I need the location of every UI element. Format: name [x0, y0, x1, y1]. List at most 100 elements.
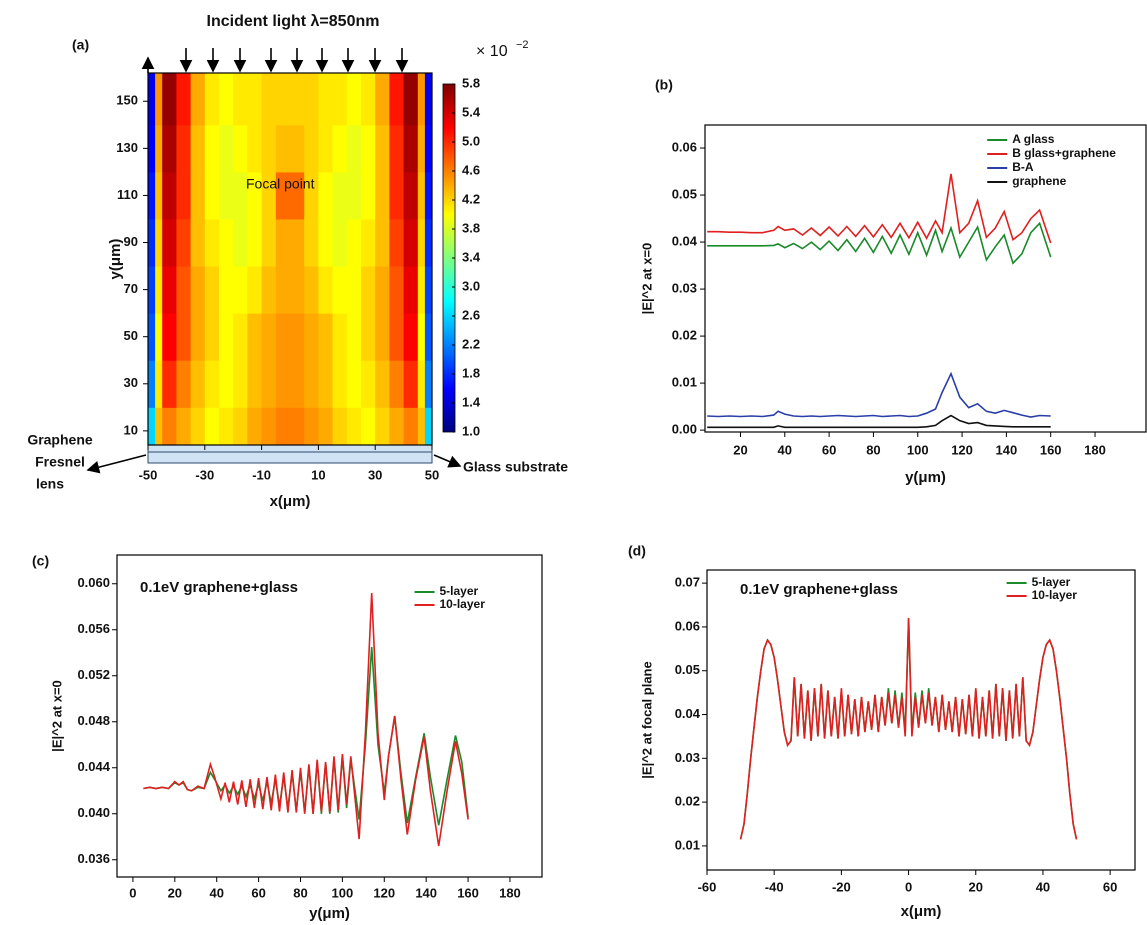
heatmap-cell: [162, 73, 177, 126]
y-tick-label: 150: [116, 93, 138, 108]
heatmap-cell: [204, 73, 220, 126]
y-axis-title: y(μm): [107, 239, 124, 280]
y-tick-label: 0.036: [77, 851, 110, 866]
heatmap-cell: [219, 407, 234, 446]
y-tick-label: 0.05: [675, 662, 700, 677]
heatmap-cell: [417, 124, 426, 173]
lens-label: Fresnel: [35, 454, 85, 470]
lens-label: Graphene: [27, 432, 93, 448]
x-tick-label: 60: [1103, 879, 1117, 894]
glass-substrate: [147, 444, 433, 464]
colorbar-tick-label: 2.6: [462, 307, 480, 322]
panel-label: (d): [628, 543, 646, 559]
heatmap-cell: [233, 124, 248, 173]
plot-frame: [147, 72, 433, 446]
lens-label: lens: [36, 476, 64, 492]
heatmap-cell: [346, 313, 362, 361]
heatmap-cell: [290, 313, 305, 361]
heatmap-cell: [176, 171, 192, 220]
heatmap-cell: [233, 313, 248, 361]
heatmap-cell: [233, 171, 248, 220]
x-tick-label: 10: [311, 467, 325, 482]
colorbar-tick-label: 4.2: [462, 191, 480, 206]
y-tick-label: 0.01: [675, 837, 700, 852]
heatmap-cell: [290, 360, 305, 408]
heatmap-cell: [375, 266, 390, 314]
heatmap-cell: [361, 313, 376, 361]
substrate-label: Glass substrate: [463, 459, 568, 475]
plot-frame: [704, 124, 1147, 433]
y-tick-label: 50: [124, 328, 138, 343]
legend-label: A glass: [1012, 132, 1055, 146]
heatmap-cell: [375, 171, 390, 220]
series-line: [707, 221, 1052, 265]
incident-label: Incident light λ=850nm: [207, 13, 380, 30]
x-tick-label: -50: [139, 467, 158, 482]
heatmap-cell: [148, 171, 156, 220]
heatmap-cell: [346, 73, 362, 126]
annotation: 0.1eV graphene+glass: [740, 581, 898, 598]
heatmap-cell: [389, 73, 405, 126]
panel: 0 20 40 60 80 100 120 140 160 180 0.036 0.040 0.044 0…: [32, 553, 543, 922]
x-tick-label: 140: [415, 885, 437, 900]
y-tick-label: 0.02: [675, 794, 700, 809]
x-tick-label: 180: [499, 885, 521, 900]
heatmap-cell: [247, 171, 263, 220]
heatmap-cell: [375, 313, 390, 361]
heatmap-cell: [361, 407, 376, 446]
heatmap-cell: [318, 407, 334, 446]
heatmap-cell: [375, 124, 390, 173]
heatmap-cell: [204, 360, 220, 408]
heatmap-cell: [318, 124, 334, 173]
plot-frame: [116, 554, 543, 878]
heatmap-cell: [417, 360, 426, 408]
y-tick-label: 10: [124, 422, 138, 437]
heatmap-cell: [148, 218, 156, 267]
heatmap-cell: [318, 171, 334, 220]
heatmap-cell: [190, 73, 206, 126]
heatmap-cell: [204, 124, 220, 173]
heatmap-cell: [417, 73, 426, 126]
y-tick-label: 0.06: [675, 618, 700, 633]
heatmap-cell: [204, 266, 220, 314]
heatmap-cell: [155, 266, 163, 314]
panel: 20 40 60 80 100 120 140 160 180 0.00 0.01 0.02 0.03 0…: [639, 77, 1147, 486]
heatmap-cell: [424, 124, 433, 173]
heatmap-cell: [233, 360, 248, 408]
heatmap-cell: [346, 407, 362, 446]
x-tick-label: -20: [832, 879, 851, 894]
x-tick-label: 50: [425, 467, 439, 482]
heatmap-cell: [424, 360, 433, 408]
heatmap-cell: [190, 171, 206, 220]
heatmap-cell: [261, 360, 277, 408]
heatmap-cell: [403, 218, 419, 267]
heatmap-cell: [304, 171, 319, 220]
y-tick-label: 0.05: [672, 186, 697, 201]
heatmap-cell: [219, 218, 234, 267]
y-tick-label: 0.07: [675, 575, 700, 590]
x-axis-title: x(μm): [901, 903, 942, 920]
heatmap-cell: [403, 407, 419, 446]
heatmap-cell: [190, 266, 206, 314]
heatmap-cell: [332, 360, 348, 408]
panel: 1.0 1.4 1.8 2.2 2.6 3.0 3.4 3.8 4.2 4.6 5.0 5.4 5.8 ×…: [27, 13, 568, 510]
heatmap-cell: [403, 313, 419, 361]
heatmap-cell: [389, 360, 405, 408]
heatmap-cell: [148, 313, 156, 361]
legend-label: B-A: [1012, 160, 1034, 174]
series-line: [707, 414, 1051, 429]
heatmap-cell: [389, 218, 405, 267]
heatmap-cell: [290, 407, 305, 446]
heatmap-cell: [176, 407, 192, 446]
heatmap-cell: [219, 171, 234, 220]
heatmap-cell: [219, 73, 234, 126]
colorbar-tick-label: 5.8: [462, 75, 480, 90]
heatmap-cell: [162, 360, 177, 408]
heatmap-cell: [318, 266, 334, 314]
heatmap-cell: [304, 124, 319, 173]
series-line: [143, 592, 469, 847]
heatmap-cell: [176, 218, 192, 267]
focal-label: Focal point: [246, 176, 315, 192]
heatmap-cell: [275, 124, 291, 173]
